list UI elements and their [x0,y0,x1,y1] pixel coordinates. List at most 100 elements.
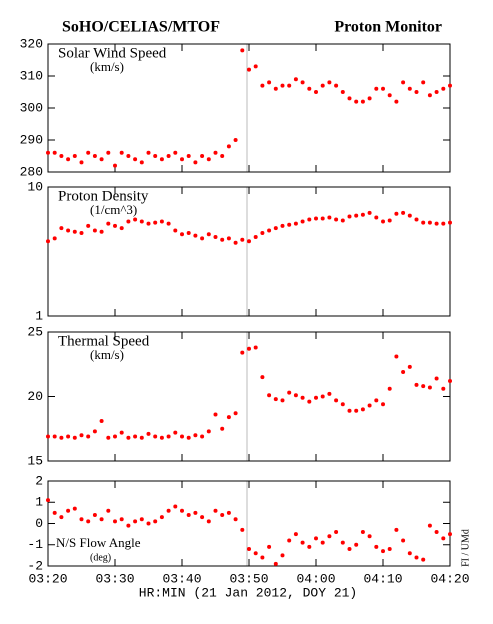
data-point [387,93,392,98]
data-point [233,138,238,142]
data-point [381,402,385,407]
data-point [401,538,406,543]
panel-unit: (km/s) [90,59,124,74]
data-point [133,157,138,162]
data-point [52,236,57,241]
x-tick-label: 04:10 [363,571,402,586]
data-point [280,398,285,403]
data-point [314,90,318,94]
data-point [340,540,345,545]
data-point [133,519,138,524]
data-point [99,517,104,522]
data-point [126,435,131,440]
data-point [206,157,211,162]
data-point [200,154,205,158]
data-point [441,86,446,91]
data-point [52,150,57,155]
data-point [180,157,184,162]
data-point [247,547,251,551]
panel-label: Solar Wind Speed [58,45,167,61]
data-point [72,506,77,511]
data-point [280,553,285,558]
data-point [320,540,325,545]
data-point [193,433,198,438]
data-point [260,230,265,235]
data-point [180,232,184,237]
title-right: Proton Monitor [334,19,442,36]
data-point [360,407,365,412]
data-point [260,555,265,560]
data-point [347,96,352,101]
data-point [46,239,50,244]
y-tick-label: 320 [20,36,43,51]
y-tick-label: 280 [20,164,43,179]
data-point [146,150,151,155]
data-point [159,157,164,162]
data-point [92,429,97,434]
x-tick-label: 04:20 [430,571,469,586]
data-point [434,376,439,381]
data-point [166,434,171,439]
data-point [300,219,305,224]
data-point [394,527,399,532]
data-point [427,93,432,98]
data-point [86,150,91,155]
data-point [247,346,251,351]
data-point [434,530,439,534]
data-point [240,237,245,242]
data-point [119,150,124,155]
data-point [307,399,312,404]
data-point [200,236,205,241]
data-point [354,542,359,547]
data-point [414,555,419,560]
y-tick-label: 10 [27,179,43,194]
data-point [247,239,251,244]
x-tick-label: 03:50 [229,571,268,586]
data-point [126,154,131,158]
data-point [153,154,158,158]
data-point [46,150,50,155]
data-point [99,157,104,162]
data-point [66,228,71,233]
y-tick-label: 290 [20,132,43,147]
data-point [213,508,218,513]
data-point [307,544,312,549]
data-point [220,513,225,517]
data-point [240,527,245,532]
data-point [220,237,225,242]
data-point [92,154,97,158]
data-point [367,210,372,215]
data-point [92,228,97,233]
panel-unit: (deg) [90,552,111,563]
data-point [300,395,305,400]
data-point [59,515,64,520]
data-point [106,508,111,513]
data-point [407,364,412,369]
data-point [334,530,339,534]
data-point [180,434,184,439]
data-point [300,540,305,545]
data-point [173,430,178,435]
data-point [226,144,231,149]
data-point [421,80,426,85]
data-point [200,434,205,439]
data-point [340,402,345,407]
data-point [374,86,379,91]
data-point [106,221,111,226]
data-point [186,154,191,158]
data-point [226,510,231,515]
data-point [407,551,412,556]
data-point [360,99,365,104]
data-point [448,220,452,225]
data-point [267,544,272,549]
data-point [173,150,178,155]
data-point [119,226,124,231]
data-point [106,150,111,155]
data-point [334,398,339,403]
data-point [394,99,399,104]
data-point [79,230,84,235]
data-point [99,419,104,424]
data-point [86,519,91,524]
data-point [113,223,117,228]
